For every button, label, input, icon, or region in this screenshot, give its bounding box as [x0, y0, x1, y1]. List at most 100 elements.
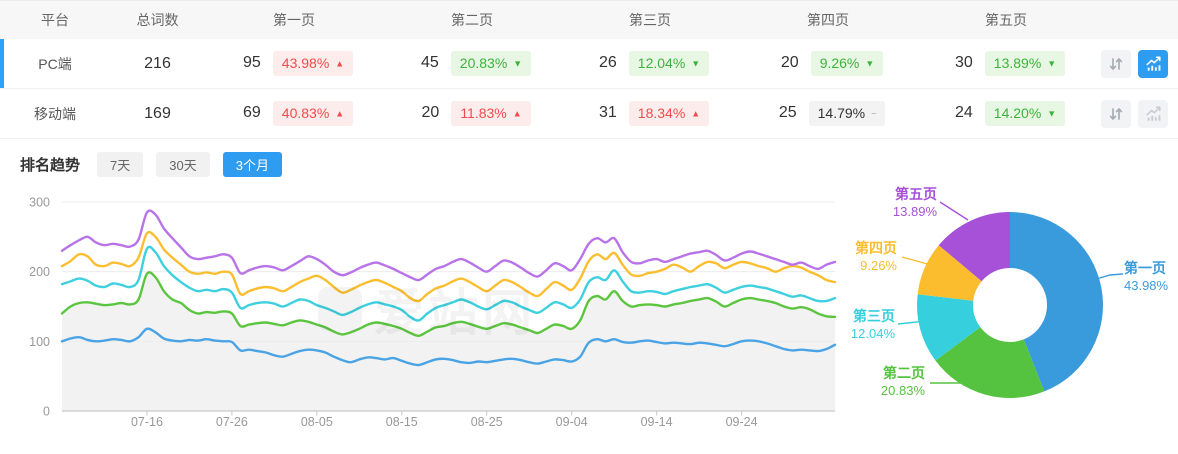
page-3-cell: 26 12.04% ▼: [561, 51, 739, 76]
donut-leader-line-0: [1092, 273, 1124, 281]
total-words-value: 216: [144, 54, 171, 72]
donut-label-percent: 43.98%: [1124, 278, 1169, 294]
trend-line-4: [60, 209, 837, 282]
change-percent: 14.79%: [817, 105, 866, 122]
table-row-1[interactable]: 移动端 169 69 40.83% ▲ 20 11.83% ▲ 31 18.34% ▲ 25 14.79…: [0, 89, 1178, 139]
page-4-count: 20: [780, 54, 799, 72]
page-1-change-badge: 43.98% ▲: [272, 51, 354, 76]
page-4-change-badge: 14.79% −: [808, 101, 886, 126]
up-arrow-icon: ▲: [691, 108, 701, 119]
donut-slice-4[interactable]: [938, 212, 1010, 282]
table-row-0[interactable]: PC端 216 95 43.98% ▲ 45 20.83% ▼ 26 12.04% ▼ 20 9.26%…: [0, 39, 1178, 89]
page-2-change-badge: 20.83% ▼: [450, 51, 532, 76]
change-percent: 20.83%: [459, 55, 508, 72]
table-header-row: 平台 总词数 第一页 第二页 第三页 第四页 第五页: [0, 1, 1178, 39]
rank-table: 平台 总词数 第一页 第二页 第三页 第四页 第五页 PC端 216 95 43.98% ▲ 45 20…: [0, 1, 1178, 139]
svg-text:100: 100: [29, 335, 50, 349]
donut-slice-1[interactable]: [935, 327, 1045, 398]
up-arrow-icon: ▲: [335, 58, 345, 69]
page-1-cell: 95 43.98% ▲: [205, 51, 383, 76]
table-body: PC端 216 95 43.98% ▲ 45 20.83% ▼ 26 12.04% ▼ 20 9.26%…: [0, 39, 1178, 139]
svg-text:08-15: 08-15: [386, 415, 418, 429]
trend-tab-0[interactable]: 7天: [97, 151, 144, 177]
trend-tab-1[interactable]: 30天: [156, 151, 210, 177]
col-header-5: 第四页: [807, 12, 849, 28]
trend-chart-button[interactable]: [1138, 99, 1168, 128]
donut-label-percent: 13.89%: [892, 204, 937, 220]
page-2-count: 20: [421, 104, 440, 122]
donut-label-name: 第三页: [853, 308, 895, 324]
page-3-count: 31: [599, 104, 617, 122]
page-2-count: 45: [421, 54, 439, 72]
donut-label-name: 第二页: [883, 365, 925, 381]
page-4-change-badge: 9.26% ▼: [810, 51, 884, 76]
page-4-cell: 25 14.79% −: [739, 101, 917, 126]
svg-text:07-26: 07-26: [216, 415, 248, 429]
page-2-cell: 20 11.83% ▲: [383, 101, 561, 126]
page-1-count: 69: [243, 104, 261, 122]
page-3-cell: 31 18.34% ▲: [561, 101, 739, 126]
platform-label: 移动端: [34, 105, 76, 122]
page-5-cell: 30 13.89% ▼: [917, 51, 1095, 76]
donut-label-1: 第二页 20.83%: [881, 365, 925, 399]
down-arrow-icon: ▼: [865, 58, 875, 69]
svg-text:300: 300: [29, 196, 50, 210]
donut-leader-line-2: [897, 320, 927, 325]
svg-text:08-05: 08-05: [301, 415, 333, 429]
row-actions: [1095, 49, 1178, 78]
trend-title: 排名趋势: [20, 156, 81, 174]
donut-label-percent: 12.04%: [850, 326, 895, 342]
page-5-cell: 24 14.20% ▼: [917, 101, 1095, 126]
change-percent: 9.26%: [819, 55, 860, 72]
donut-label-percent: 20.83%: [880, 383, 925, 399]
page-4-count: 25: [778, 104, 797, 122]
donut-slice-3[interactable]: [917, 245, 982, 301]
col-header-0: 平台: [41, 12, 69, 28]
change-percent: 40.83%: [281, 105, 330, 122]
trend-line-1: [60, 271, 837, 338]
up-arrow-icon: ▲: [335, 108, 345, 119]
col-header-3: 第二页: [451, 12, 493, 28]
trend-toolbar: 排名趋势 7天 30天 3个月: [0, 139, 1178, 187]
donut-label-0: 第一页 43.98%: [1124, 260, 1168, 294]
page-5-change-badge: 13.89% ▼: [984, 51, 1066, 76]
page-5-change-badge: 14.20% ▼: [984, 101, 1066, 126]
trend-tab-2[interactable]: 3个月: [222, 151, 282, 177]
page-2-cell: 45 20.83% ▼: [383, 51, 561, 76]
change-percent: 18.34%: [637, 105, 686, 122]
trend-chart-button[interactable]: [1138, 49, 1168, 78]
donut-label-percent: 9.26%: [860, 258, 897, 274]
down-arrow-icon: ▼: [1047, 58, 1057, 69]
page-1-change-badge: 40.83% ▲: [272, 101, 354, 126]
platform-label: PC端: [38, 55, 72, 72]
donut-label-4: 第五页 13.89%: [893, 186, 937, 220]
sort-button[interactable]: [1101, 99, 1131, 128]
col-header-1: 总词数: [136, 12, 179, 28]
rank-trend-line-chart[interactable]: 0 100 200 300 07-16 07-26 08-05 08-15 08-25 09-04…: [0, 187, 845, 441]
donut-label-name: 第四页: [855, 240, 897, 256]
up-arrow-icon: ▲: [512, 108, 522, 119]
donut-slice-2[interactable]: [917, 294, 981, 361]
change-percent: 43.98%: [281, 55, 330, 72]
page-4-cell: 20 9.26% ▼: [739, 51, 917, 76]
trend-line-3: [60, 230, 837, 303]
page-1-cell: 69 40.83% ▲: [205, 101, 383, 126]
donut-label-name: 第五页: [895, 186, 937, 202]
svg-text:09-14: 09-14: [641, 415, 673, 429]
down-arrow-icon: ▼: [1047, 108, 1057, 119]
change-percent: 12.04%: [637, 55, 686, 72]
svg-text:09-24: 09-24: [726, 415, 758, 429]
page-3-change-badge: 12.04% ▼: [628, 51, 710, 76]
active-row-indicator: [0, 39, 4, 88]
col-header-2: 第一页: [273, 12, 315, 28]
sort-button[interactable]: [1101, 49, 1131, 78]
donut-label-3: 第四页 9.26%: [855, 240, 897, 274]
change-percent: 14.20%: [993, 105, 1042, 122]
row-actions: [1095, 99, 1178, 128]
svg-text:08-25: 08-25: [471, 415, 503, 429]
donut-chart[interactable]: [845, 187, 1178, 451]
donut-label-2: 第三页 12.04%: [851, 308, 895, 342]
donut-slice-0[interactable]: [1010, 212, 1103, 392]
page-5-count: 30: [955, 54, 973, 72]
